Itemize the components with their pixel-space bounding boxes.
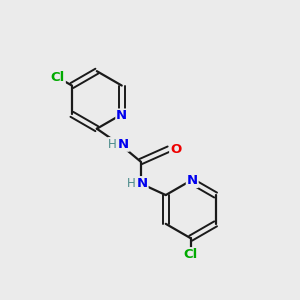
Text: N: N: [136, 177, 148, 190]
Text: N: N: [118, 138, 129, 151]
Text: H: H: [127, 177, 136, 190]
Text: Cl: Cl: [184, 248, 198, 261]
Text: H: H: [108, 138, 117, 151]
Text: N: N: [116, 110, 127, 122]
Text: Cl: Cl: [51, 71, 65, 84]
Text: O: O: [170, 142, 181, 156]
Text: N: N: [187, 174, 198, 187]
